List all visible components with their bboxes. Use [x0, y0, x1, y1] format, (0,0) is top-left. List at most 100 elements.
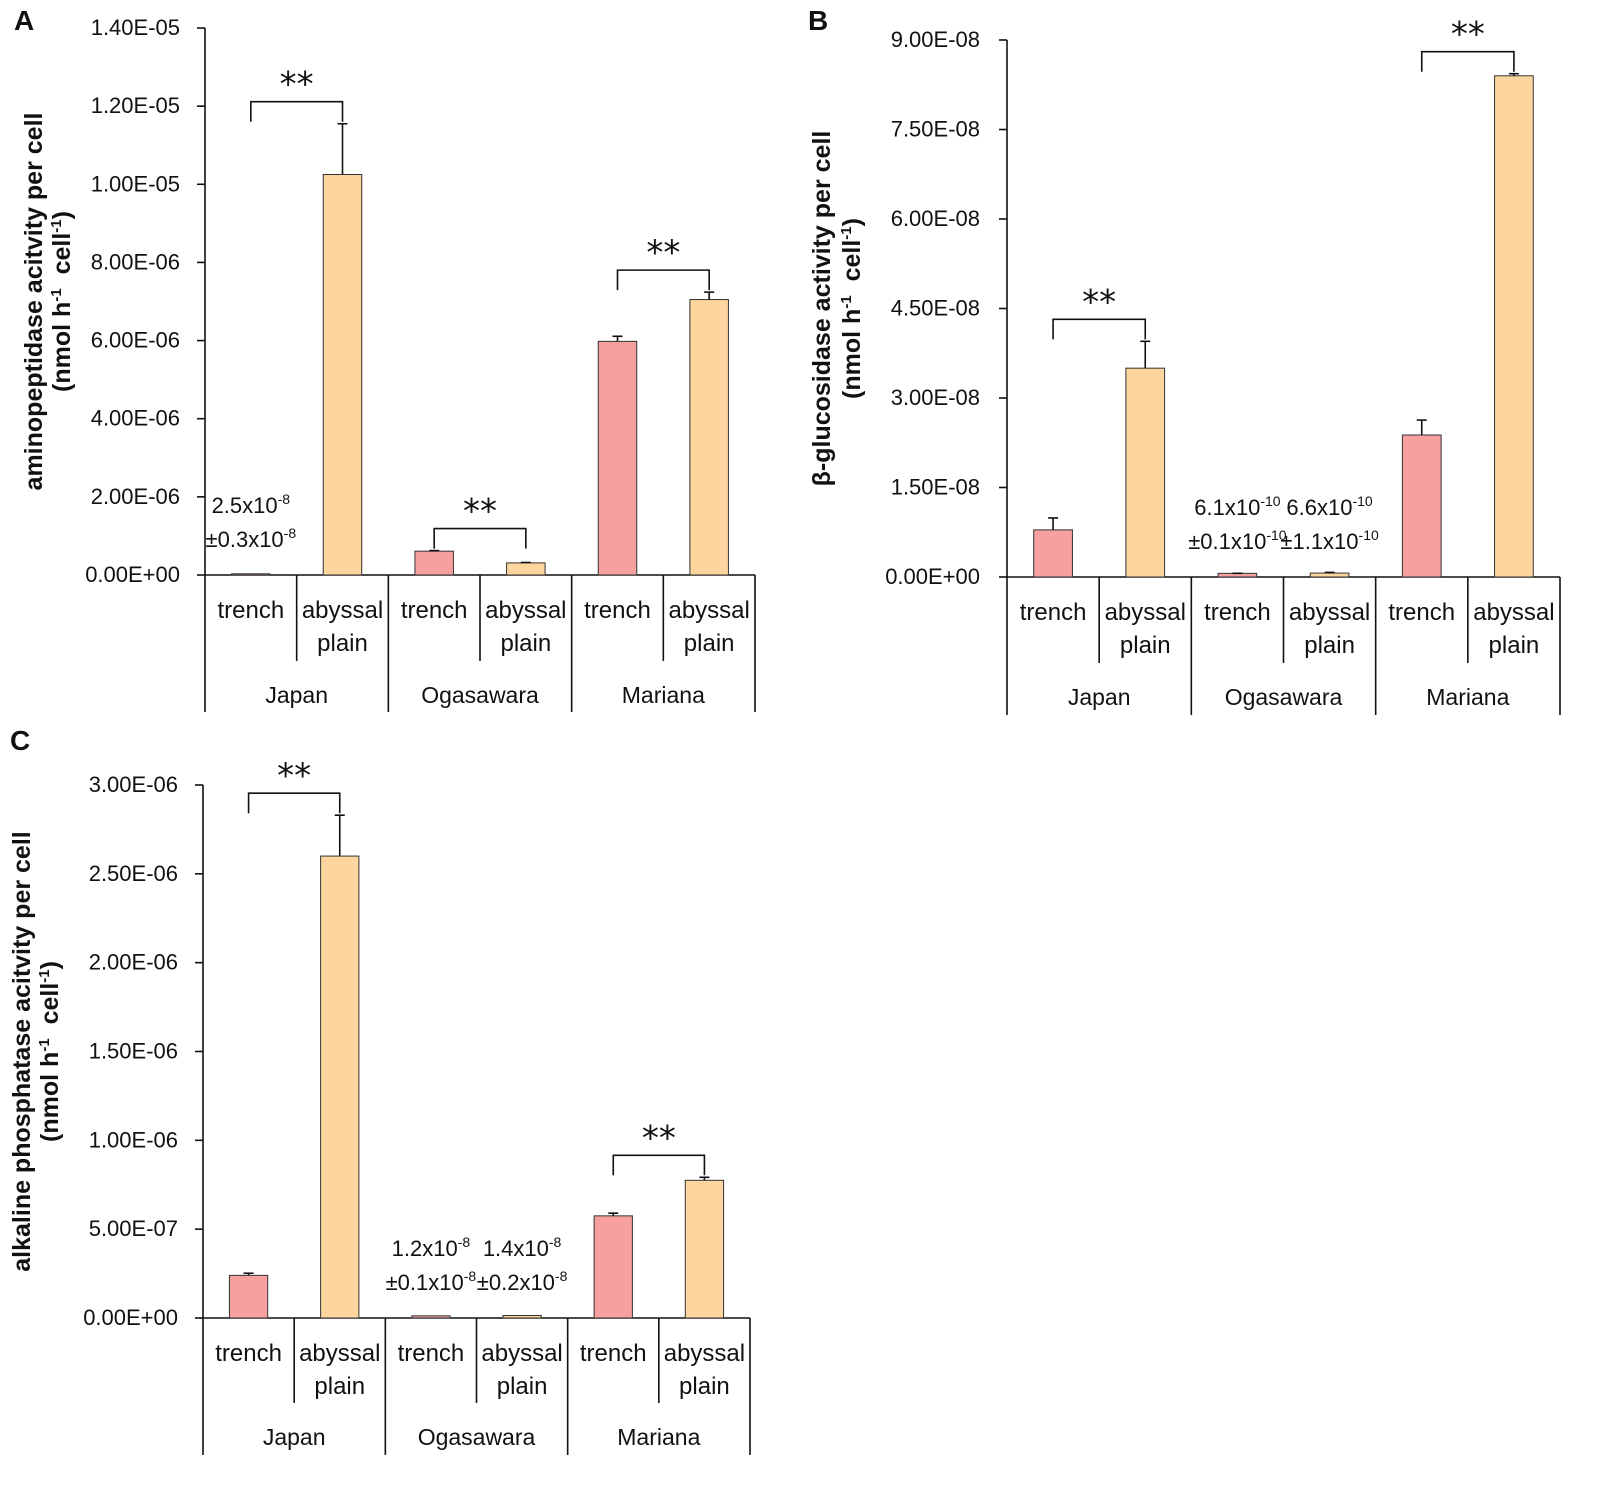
x-category-label: abyssal	[481, 1340, 562, 1367]
value-annotation: 1.2x10-8	[392, 1234, 471, 1261]
y-tick-label: 6.00E-08	[891, 206, 980, 231]
annotation-exponent: -8	[549, 1234, 562, 1250]
bar-trench	[228, 1274, 269, 1319]
x-category-label: trench	[401, 597, 468, 624]
y-axis-title: aminopeptidase acitvity per cell	[20, 113, 48, 491]
significance-bracket	[433, 527, 527, 549]
bar-abyssal-plain	[320, 855, 360, 1319]
annotation-exponent: -10	[1352, 493, 1372, 509]
panel-label: B	[808, 5, 828, 36]
value-annotation-error: ±0.3x10-8	[206, 525, 297, 552]
x-group-label: Ogasawara	[418, 1424, 536, 1450]
x-category-label: plain	[317, 630, 368, 657]
bar-trench	[597, 340, 638, 576]
unit-text: cell	[48, 233, 76, 289]
annotation-error-exponent: -8	[284, 525, 297, 541]
panel-label: A	[14, 5, 34, 36]
y-tick-label: 3.00E-06	[89, 772, 178, 797]
unit-text: )	[838, 218, 866, 226]
bar-trench	[1401, 434, 1442, 578]
significance-bracket	[1420, 50, 1515, 72]
value-annotation: 6.6x10-10	[1286, 493, 1373, 520]
y-tick-label: 9.00E-08	[891, 27, 980, 52]
y-axis-unit: (nmol h-1 cell-1)	[36, 961, 64, 1142]
annotation-error-exponent: -8	[464, 1268, 477, 1284]
value-annotation: 1.4x10-8	[483, 1234, 562, 1261]
unit-text: (nmol h	[36, 1052, 64, 1142]
x-group-label: Japan	[1068, 684, 1131, 710]
x-category-label: abyssal	[1473, 599, 1554, 626]
unit-superscript: -1	[48, 219, 65, 232]
annotation-error-exponent: -8	[555, 1268, 568, 1284]
y-tick-label: 3.00E-08	[891, 385, 980, 410]
significance-bracket	[616, 269, 710, 291]
bar-abyssal-plain	[684, 1179, 725, 1319]
x-category-label: trench	[1204, 599, 1271, 626]
y-axis-title: alkaline phosphatase acitvity per cell	[8, 831, 36, 1271]
x-group-label: Ogasawara	[421, 682, 539, 708]
x-category-label: plain	[679, 1373, 730, 1400]
x-category-label: abyssal	[485, 597, 566, 624]
y-tick-label: 4.50E-08	[891, 296, 980, 321]
annotation-error-value: ±0.1x10	[386, 1270, 464, 1295]
x-category-label: plain	[500, 630, 551, 657]
unit-text: cell	[838, 240, 866, 296]
x-category-label: plain	[314, 1373, 365, 1400]
x-group-label: Mariana	[617, 1424, 700, 1450]
unit-superscript: -1	[48, 288, 65, 301]
y-tick-label: 8.00E-06	[91, 249, 180, 274]
significance-bracket	[250, 100, 344, 122]
bar-abyssal-plain	[322, 174, 363, 576]
x-category-label: trench	[584, 597, 651, 624]
unit-text: )	[48, 211, 76, 219]
significance-marker: **	[642, 1118, 676, 1158]
bar-abyssal-plain	[689, 299, 729, 576]
y-tick-label: 1.00E-06	[89, 1127, 178, 1152]
unit-superscript: -1	[36, 1038, 53, 1051]
x-category-label: plain	[497, 1373, 548, 1400]
y-axis-unit: (nmol h-1 cell-1)	[48, 211, 76, 392]
x-category-label: trench	[580, 1340, 647, 1367]
annotation-value: 2.5x10	[212, 493, 278, 518]
y-axis-unit: (nmol h-1 cell-1)	[838, 218, 866, 399]
annotation-error-exponent: -10	[1359, 527, 1379, 543]
x-category-label: abyssal	[299, 1340, 380, 1367]
significance-bracket	[247, 792, 341, 814]
x-category-label: abyssal	[1105, 599, 1186, 626]
bar-trench	[593, 1215, 633, 1319]
y-tick-label: 0.00E+00	[885, 564, 980, 589]
y-tick-label: 2.00E-06	[91, 484, 180, 509]
x-group-label: Japan	[263, 1424, 326, 1450]
annotation-exponent: -10	[1260, 493, 1280, 509]
annotation-error-value: ±0.3x10	[206, 527, 284, 552]
chart-panel-b: Bβ-glucosidase activity per cell (nmol h-…	[808, 5, 1561, 715]
annotation-error-exponent: -10	[1266, 527, 1286, 543]
y-tick-label: 6.00E-06	[91, 328, 180, 353]
bar-abyssal-plain	[1309, 572, 1350, 578]
annotation-error-value: ±1.1x10	[1280, 529, 1358, 554]
bar-abyssal-plain	[506, 562, 546, 576]
bar-trench	[1033, 529, 1073, 578]
x-category-label: abyssal	[302, 597, 383, 624]
y-tick-label: 7.50E-08	[891, 117, 980, 142]
y-tick-label: 0.00E+00	[85, 562, 180, 587]
unit-text: (nmol h	[838, 309, 866, 399]
y-tick-label: 1.50E-08	[891, 475, 980, 500]
x-category-label: abyssal	[664, 1340, 745, 1367]
y-tick-label: 0.00E+00	[83, 1305, 178, 1330]
significance-marker: **	[1451, 15, 1485, 55]
value-annotation-error: ±1.1x10-10	[1280, 527, 1379, 554]
y-tick-label: 1.20E-05	[91, 93, 180, 118]
y-tick-label: 5.00E-07	[89, 1216, 178, 1241]
x-group-label: Japan	[265, 682, 328, 708]
x-group-label: Mariana	[1426, 684, 1509, 710]
bar-trench	[411, 1315, 451, 1319]
significance-marker: **	[1082, 282, 1116, 322]
x-category-label: trench	[217, 597, 284, 624]
x-category-label: trench	[1388, 599, 1455, 626]
bar-abyssal-plain	[1494, 75, 1534, 578]
unit-superscript: -1	[36, 969, 53, 982]
x-category-label: abyssal	[668, 597, 749, 624]
